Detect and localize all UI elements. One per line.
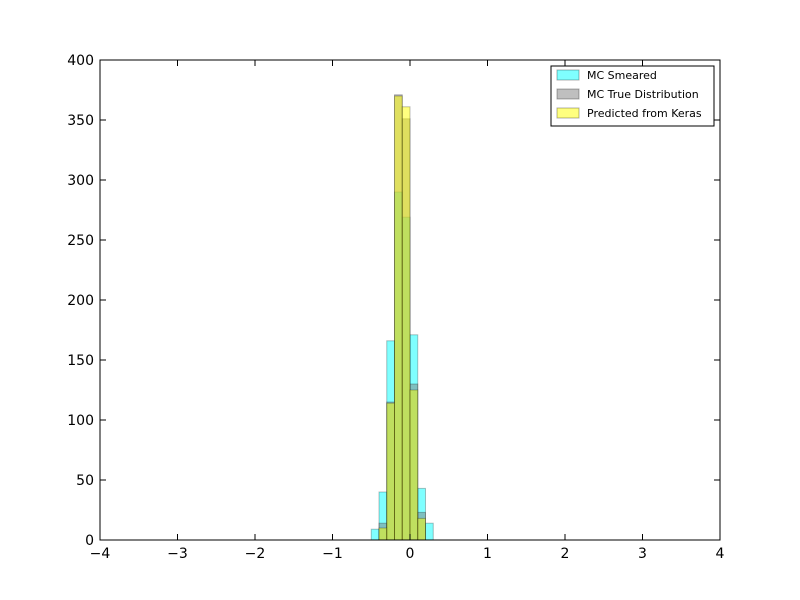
y-tick-label: 200 — [67, 293, 94, 309]
bar-series-0-bin-0 — [370, 528, 380, 541]
y-tick-label: 150 — [67, 353, 94, 369]
legend-label-1: MC True Distribution — [587, 88, 699, 101]
x-tick-label: 1 — [483, 546, 492, 562]
x-tick-label: −3 — [167, 546, 188, 562]
legend-swatch-2 — [556, 107, 580, 119]
legend: MC Smeared MC True Distribution Predicted … — [550, 65, 715, 127]
x-tick-label: −2 — [245, 546, 266, 562]
axis-ticks: −4 −3 −2 −1 0 1 2 3 4 0 50 100 150 200 250 300 350 400 — [67, 53, 724, 562]
bar-series-2-bin-4 — [401, 106, 411, 541]
x-tick-label: 0 — [406, 546, 415, 562]
bar-series-2-bin-3 — [394, 95, 403, 541]
y-tick-label: 300 — [67, 173, 94, 189]
y-tick-label: 400 — [67, 53, 94, 69]
y-tick-label: 100 — [67, 413, 94, 429]
legend-label-0: MC Smeared — [587, 69, 657, 82]
legend-swatch-0 — [556, 69, 580, 81]
x-tick-label: 4 — [716, 546, 725, 562]
x-tick-label: −4 — [90, 546, 111, 562]
bar-series-2-bin-6 — [417, 517, 426, 541]
x-tick-label: 3 — [638, 546, 647, 562]
y-tick-label: 250 — [67, 233, 94, 249]
bar-series-2-bin-5 — [409, 389, 419, 541]
legend-swatch-1 — [556, 88, 580, 100]
legend-label-2: Predicted from Keras — [587, 107, 702, 120]
y-tick-label: 350 — [67, 113, 94, 129]
bar-series-2-bin-2 — [386, 402, 395, 541]
y-tick-label: 50 — [76, 473, 94, 489]
x-tick-label: −1 — [322, 546, 343, 562]
bar-series-0-bin-7 — [425, 522, 434, 541]
y-tick-label: 0 — [85, 533, 94, 549]
x-tick-label: 2 — [561, 546, 570, 562]
bar-series-2-bin-1 — [378, 527, 388, 541]
histogram-bars — [370, 94, 434, 541]
